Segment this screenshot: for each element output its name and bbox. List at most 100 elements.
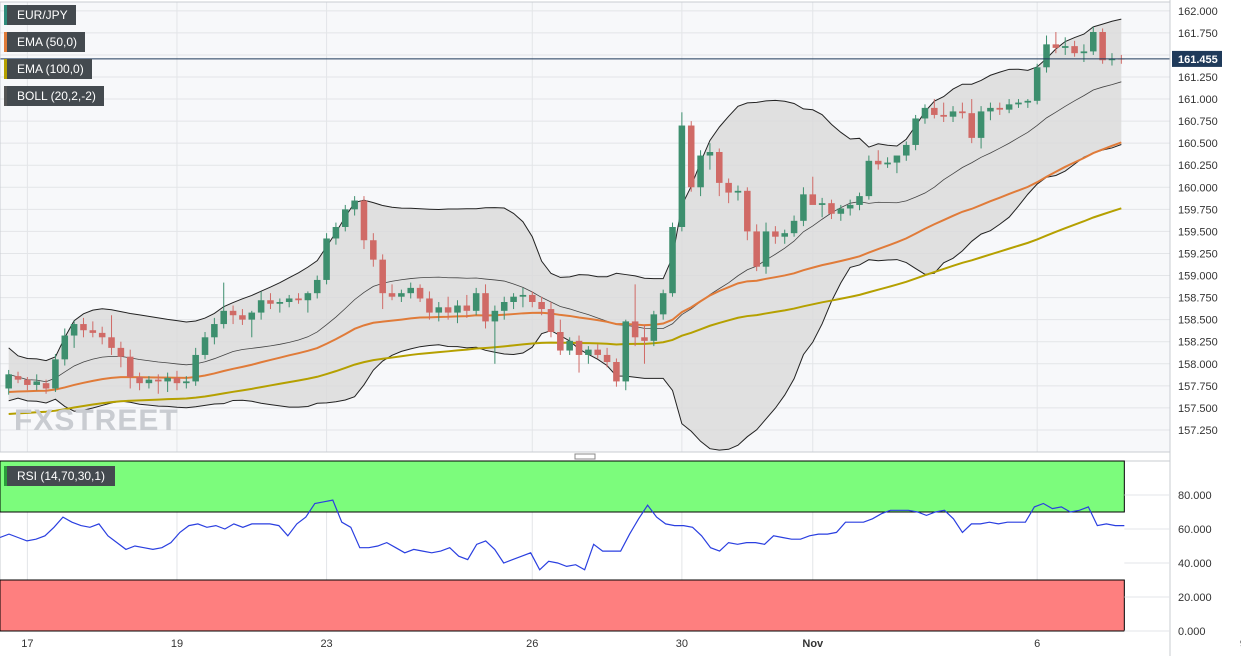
candle-body bbox=[145, 379, 153, 384]
candle-body bbox=[304, 293, 312, 301]
candle-body bbox=[491, 310, 499, 322]
candle-body bbox=[295, 298, 302, 301]
boll-legend[interactable]: BOLL (20,2,-2) bbox=[4, 86, 104, 106]
candle-body bbox=[921, 107, 929, 119]
ema100-line bbox=[8, 207, 1122, 416]
rsi-oversold-zone bbox=[0, 579, 1125, 632]
candle-body bbox=[987, 107, 994, 112]
last-price-badge bbox=[1172, 50, 1222, 67]
candle-body bbox=[80, 324, 87, 331]
y-tick-label: 161.750 bbox=[1178, 28, 1218, 40]
candle-body bbox=[323, 238, 330, 280]
candle-body bbox=[585, 349, 592, 355]
ema50-legend[interactable]: EMA (50,0) bbox=[4, 32, 86, 52]
candle-body bbox=[482, 293, 489, 322]
candle-body bbox=[968, 113, 975, 138]
candle-body bbox=[529, 294, 536, 302]
candle-body bbox=[566, 340, 573, 351]
x-tick-label: 23 bbox=[320, 638, 332, 650]
y-tick-label: 162.000 bbox=[1178, 6, 1218, 18]
candle-body bbox=[351, 200, 358, 210]
y-tick-label: 158.750 bbox=[1178, 293, 1218, 305]
candle-body bbox=[52, 359, 59, 389]
candle-body bbox=[388, 293, 396, 297]
y-tick-label: 158.500 bbox=[1178, 315, 1218, 327]
candle-body bbox=[519, 294, 527, 297]
candle-body bbox=[687, 125, 695, 188]
candle-body bbox=[24, 379, 31, 385]
candle-body bbox=[996, 107, 1004, 110]
candle-body bbox=[435, 307, 443, 313]
candle-body bbox=[276, 302, 284, 304]
candle-body bbox=[874, 160, 882, 165]
candle-body bbox=[342, 209, 349, 227]
candle-body bbox=[856, 196, 863, 205]
candle-body bbox=[510, 296, 517, 302]
candle-body bbox=[117, 347, 125, 357]
candle-body bbox=[697, 155, 704, 188]
candle-body bbox=[641, 337, 648, 341]
candle-body bbox=[1052, 44, 1060, 48]
candle-body bbox=[790, 220, 798, 234]
candle-body bbox=[136, 377, 143, 384]
bollinger-upper-line bbox=[8, 18, 1122, 362]
x-tick-label: Nov bbox=[802, 638, 824, 650]
candle-body bbox=[379, 259, 386, 294]
candle-body bbox=[959, 111, 966, 114]
candle-body bbox=[444, 307, 452, 313]
candle-body bbox=[1071, 46, 1078, 54]
candle-body bbox=[360, 200, 368, 241]
candle-body bbox=[865, 160, 873, 197]
rsi-label: RSI (14,70,30,1) bbox=[17, 469, 106, 483]
candle-body bbox=[1099, 32, 1106, 61]
y-tick-label: 159.750 bbox=[1178, 204, 1218, 216]
candle-body bbox=[744, 190, 751, 232]
candle-body bbox=[800, 194, 807, 221]
candle-body bbox=[70, 324, 78, 336]
symbol-legend[interactable]: EUR/JPY bbox=[4, 5, 76, 25]
candle-body bbox=[173, 377, 181, 384]
candle-body bbox=[734, 190, 742, 193]
y-tick-label: 157.500 bbox=[1178, 403, 1218, 415]
candle-body bbox=[753, 231, 760, 267]
rsi-legend[interactable]: RSI (14,70,30,1) bbox=[4, 466, 116, 486]
candle-body bbox=[5, 374, 12, 389]
candle-body bbox=[716, 152, 723, 183]
candle-body bbox=[108, 337, 115, 348]
candle-body bbox=[669, 227, 676, 294]
candle-body bbox=[220, 310, 227, 325]
candle-body bbox=[594, 349, 601, 355]
y-tick-label: 160.250 bbox=[1178, 160, 1218, 172]
ema100-label: EMA (100,0) bbox=[17, 62, 84, 76]
candle-body bbox=[211, 324, 218, 338]
boll-label: BOLL (20,2,-2) bbox=[17, 89, 96, 103]
candle-body bbox=[828, 203, 835, 214]
candle-body bbox=[407, 287, 414, 294]
candle-body bbox=[33, 381, 40, 385]
candle-body bbox=[239, 315, 246, 320]
y-tick-label: 160.000 bbox=[1178, 182, 1218, 194]
candle-body bbox=[781, 233, 788, 237]
candle-body bbox=[1061, 46, 1069, 48]
candle-body bbox=[837, 208, 845, 214]
candle-body bbox=[538, 302, 545, 310]
candle-body bbox=[659, 293, 667, 315]
candle-body bbox=[622, 321, 630, 382]
y-tick-label: 159.000 bbox=[1178, 271, 1218, 283]
candle-body bbox=[164, 377, 171, 382]
candle-body bbox=[1033, 67, 1041, 101]
candle-body bbox=[706, 152, 714, 156]
candle-body bbox=[547, 309, 555, 332]
candle-body bbox=[903, 144, 910, 156]
candle-body bbox=[89, 330, 97, 333]
candle-body bbox=[931, 107, 938, 115]
candle-body bbox=[884, 162, 891, 165]
candle-body bbox=[14, 376, 22, 380]
candle-body bbox=[893, 155, 901, 163]
rsi-tick-label: 40.000 bbox=[1178, 558, 1212, 570]
ema100-legend[interactable]: EMA (100,0) bbox=[4, 59, 92, 79]
x-tick-label: 17 bbox=[21, 638, 33, 650]
candle-body bbox=[416, 287, 424, 299]
y-tick-label: 161.000 bbox=[1178, 94, 1218, 106]
candle-body bbox=[500, 302, 508, 311]
